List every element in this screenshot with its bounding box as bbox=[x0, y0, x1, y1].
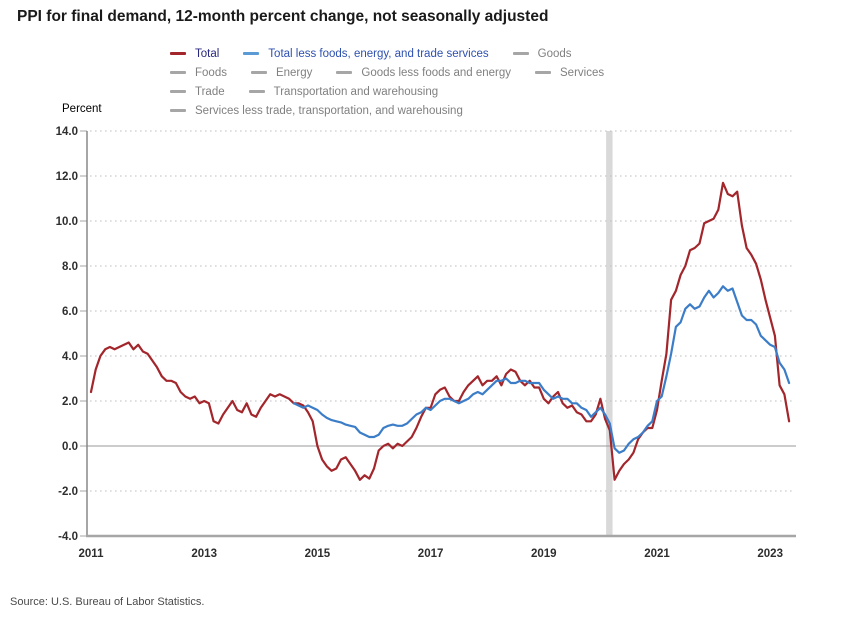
chart-legend: Total Total less foods, energy, and trade… bbox=[170, 44, 730, 120]
y-axis-tick-label: 10.0 bbox=[56, 216, 78, 228]
y-axis-tick-label: 12.0 bbox=[56, 171, 78, 183]
legend-dash-icon bbox=[336, 71, 353, 74]
legend-dash-icon bbox=[248, 90, 265, 93]
y-axis-unit-label: Percent bbox=[62, 103, 102, 115]
legend-item: Goods bbox=[512, 47, 572, 60]
x-axis-tick-label: 2013 bbox=[191, 548, 217, 560]
legend-row: Total Total less foods, energy, and trade… bbox=[170, 44, 730, 63]
legend-item: Foods bbox=[170, 67, 227, 79]
legend-dash-icon bbox=[535, 71, 552, 74]
legend-item-label: Services less trade, transportation, and… bbox=[195, 104, 463, 117]
legend-dash-icon bbox=[170, 90, 186, 93]
y-axis-tick-label: 14.0 bbox=[56, 126, 78, 138]
legend-item: Services bbox=[535, 67, 604, 79]
y-axis-tick-label: 8.0 bbox=[62, 261, 78, 273]
legend-item-label: Total bbox=[195, 47, 220, 60]
page-title: PPI for final demand, 12-month percent c… bbox=[17, 8, 549, 25]
y-axis-tick-label: -4.0 bbox=[58, 531, 78, 543]
legend-item: Energy bbox=[250, 66, 313, 79]
legend-item-label: Total less foods, energy, and trade serv… bbox=[268, 47, 489, 60]
legend-row: Trade Transportation and warehousing bbox=[170, 82, 730, 101]
y-axis-tick-label: 4.0 bbox=[62, 351, 78, 363]
legend-item-label: Foods bbox=[195, 66, 227, 79]
core-series-line bbox=[292, 285, 791, 454]
legend-dash-icon bbox=[250, 71, 267, 74]
legend-item-label: Services bbox=[560, 66, 605, 79]
legend-item: Transportation and warehousing bbox=[248, 85, 439, 98]
source-note: Source: U.S. Bureau of Labor Statistics. bbox=[10, 596, 205, 608]
x-axis-tick-label: 2015 bbox=[305, 548, 331, 560]
legend-item-label: Goods bbox=[537, 47, 572, 60]
legend-item-label: Energy bbox=[275, 66, 313, 79]
x-axis-tick-label: 2023 bbox=[757, 548, 783, 560]
x-axis-tick-label: 2017 bbox=[418, 548, 444, 560]
legend-row: Foods Energy Goods less foods and energy Se… bbox=[170, 63, 730, 82]
x-axis-tick-label: 2019 bbox=[531, 548, 557, 560]
legend-item: Goods less foods and energy bbox=[336, 67, 511, 79]
y-axis-tick-label: 2.0 bbox=[62, 396, 78, 408]
x-axis-tick-label: 2021 bbox=[644, 548, 670, 560]
legend-dash-icon bbox=[170, 71, 186, 74]
recession-band bbox=[606, 131, 613, 536]
legend-item: Total less foods, energy, and trade serv… bbox=[243, 47, 489, 60]
legend-item: Total bbox=[170, 48, 219, 60]
total-series-line bbox=[89, 181, 791, 481]
y-axis-tick-label: 0.0 bbox=[62, 441, 78, 453]
legend-dash-icon bbox=[170, 109, 186, 112]
legend-item-label: Transportation and warehousing bbox=[273, 85, 439, 98]
legend-dash-icon bbox=[512, 52, 529, 55]
legend-item-label: Trade bbox=[195, 85, 225, 98]
y-axis-tick-label: 6.0 bbox=[62, 306, 78, 318]
legend-dash-icon bbox=[170, 52, 186, 55]
legend-item-label: Goods less foods and energy bbox=[361, 66, 512, 79]
y-axis-tick-label: -2.0 bbox=[58, 486, 78, 498]
x-axis-tick-label: 2011 bbox=[79, 548, 105, 560]
legend-item: Trade bbox=[170, 86, 225, 98]
legend-row: Services less trade, transportation, and… bbox=[170, 101, 730, 120]
legend-dash-icon bbox=[243, 52, 260, 55]
legend-item: Services less trade, transportation, and… bbox=[170, 105, 463, 117]
